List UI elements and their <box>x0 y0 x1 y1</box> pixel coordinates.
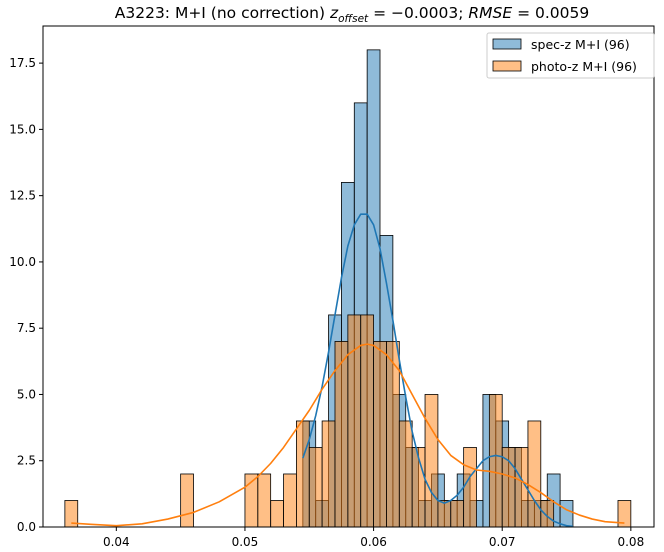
bar-photo-z <box>360 314 374 528</box>
y-tick-label: 15.0 <box>9 122 36 136</box>
kde-curves <box>71 213 625 528</box>
axes: 0.04 0.05 0.06 0.07 0.08 0.0 2.5 5.0 7.5 10.0 12.5… <box>9 25 655 549</box>
bar-photo-z <box>398 420 413 528</box>
bar-photo-z <box>540 500 555 528</box>
bar-photo-z <box>321 420 336 528</box>
plot-frame <box>42 25 655 528</box>
bar-spec-z <box>559 500 574 528</box>
legend-label-spec-z: spec-z M+I (96) <box>531 37 630 52</box>
kde-line-photo-z <box>71 343 625 527</box>
legend: spec-z M+I (96) photo-z M+I (96) <box>486 32 655 79</box>
x-tick-label: 0.05 <box>232 535 259 549</box>
chart-title: A3223: M+I (no correction) zoffset = −0.… <box>115 4 589 25</box>
bar-photo-z <box>501 447 516 528</box>
bar-photo-z <box>283 473 297 528</box>
y-tick-label: 7.5 <box>17 321 36 335</box>
legend-swatch-photo-z <box>492 60 522 72</box>
kde-line-spec-z <box>302 213 574 528</box>
bar-photo-z <box>308 447 323 528</box>
y-tick-label: 0.0 <box>17 520 36 534</box>
bar-photo-z <box>527 420 542 528</box>
bars-photo-z <box>64 314 632 528</box>
bar-photo-z <box>488 394 503 528</box>
bar-photo-z <box>424 394 439 528</box>
bar-photo-z <box>295 420 310 528</box>
bar-photo-z <box>450 500 465 528</box>
bar-photo-z <box>463 447 477 528</box>
bar-photo-z <box>180 473 194 528</box>
x-tick-label: 0.07 <box>489 535 516 549</box>
bar-photo-z <box>373 341 387 528</box>
y-tick-label: 10.0 <box>9 255 36 269</box>
legend-frame <box>486 32 655 79</box>
x-tick-label: 0.04 <box>103 535 130 549</box>
histogram-bars <box>64 49 632 528</box>
x-tick-label: 0.06 <box>360 535 387 549</box>
bar-photo-z <box>270 500 284 528</box>
y-tick-label: 17.5 <box>9 56 36 70</box>
bar-photo-z <box>437 500 452 528</box>
y-tick-label: 2.5 <box>17 454 36 468</box>
x-tick-label: 0.08 <box>617 535 644 549</box>
y-tick-label: 5.0 <box>17 387 36 401</box>
bar-photo-z <box>257 473 272 528</box>
y-tick-label: 12.5 <box>9 189 36 203</box>
legend-label-photo-z: photo-z M+I (96) <box>531 59 637 74</box>
legend-swatch-spec-z <box>492 38 522 50</box>
